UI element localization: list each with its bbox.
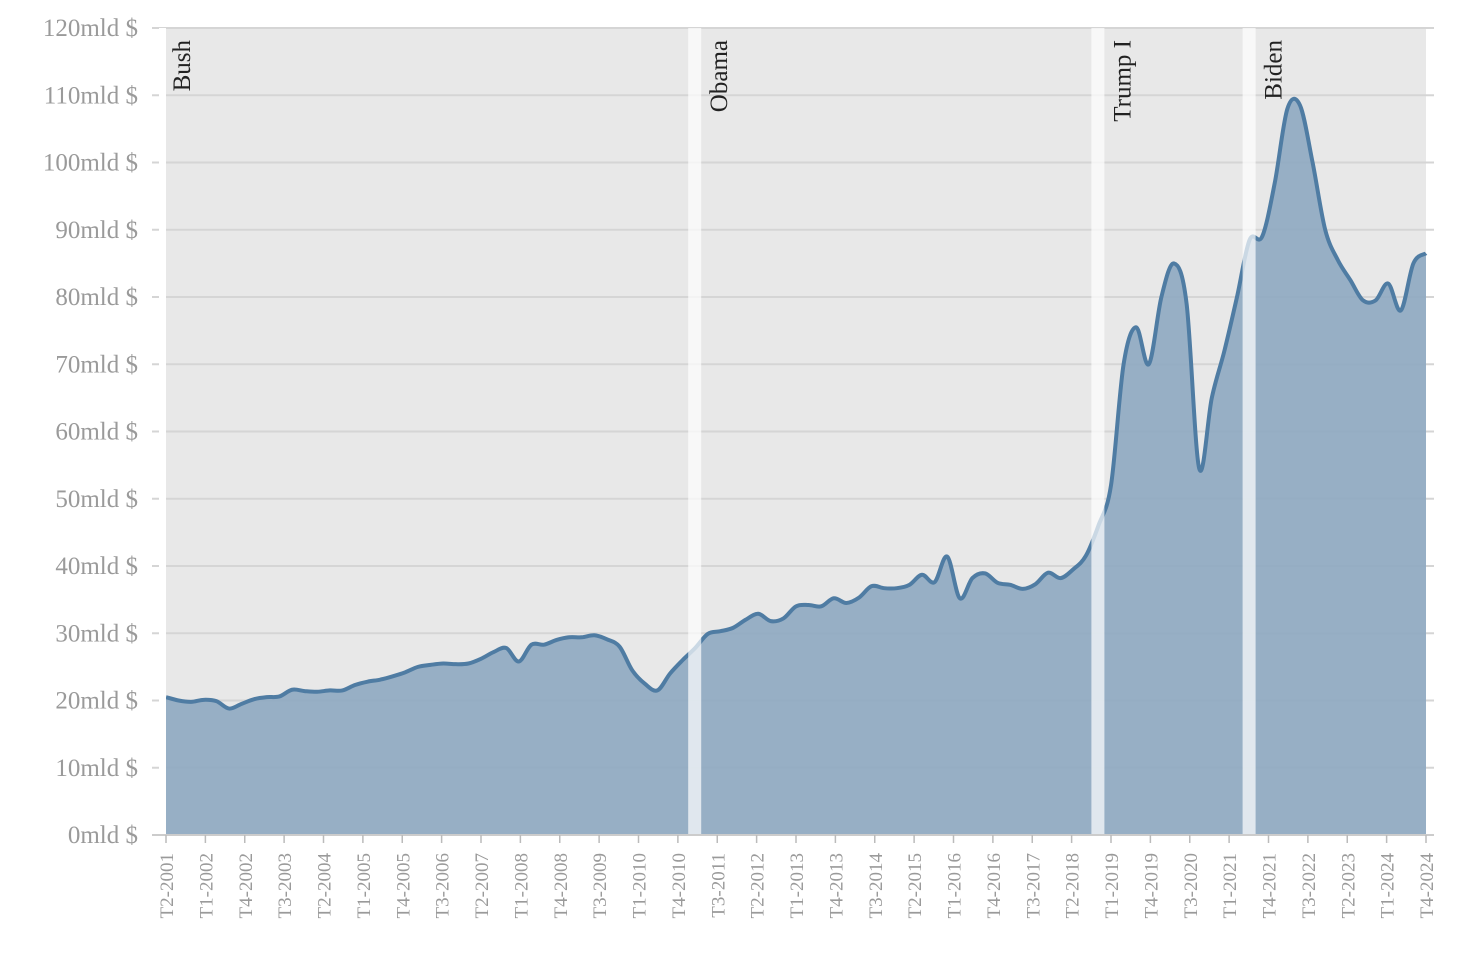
y-tick-label: 90mld $ xyxy=(55,217,138,244)
y-tick-label: 10mld $ xyxy=(55,755,138,782)
x-tick-label: T4-2021 xyxy=(1260,853,1281,918)
x-tick-label: T2-2001 xyxy=(157,853,178,918)
x-tick-label: T4-2008 xyxy=(551,853,572,918)
x-axis: T2-2001 T1-2002 T4-2002 T3-2003 T2-2004 T1-20… xyxy=(152,834,1438,919)
y-tick-label: 0mld $ xyxy=(68,822,138,849)
x-tick-label: T4-2013 xyxy=(826,853,847,918)
left-edge xyxy=(159,28,166,835)
x-tick-label: T4-2016 xyxy=(984,853,1005,918)
x-tick-label: T1-2008 xyxy=(511,853,532,918)
x-tick-label: T3-2011 xyxy=(708,853,729,918)
x-tick-label: T1-2010 xyxy=(630,853,651,918)
x-tick-label: T3-2020 xyxy=(1181,853,1202,918)
x-tick-label: T1-2021 xyxy=(1220,853,1241,918)
x-tick-label: T4-2010 xyxy=(669,853,690,918)
y-tick-label: 120mld $ xyxy=(43,15,138,42)
period-label: Bush xyxy=(169,40,196,92)
y-tick-label: 20mld $ xyxy=(55,688,138,715)
x-tick-label: T2-2015 xyxy=(905,853,926,918)
y-tick-label: 110mld $ xyxy=(44,82,138,109)
period-label: Trump I xyxy=(1109,40,1136,122)
y-tick-label: 40mld $ xyxy=(55,553,138,580)
y-tick-label: 50mld $ xyxy=(55,486,138,513)
x-tick-label: T4-2002 xyxy=(236,853,257,918)
period-separator xyxy=(1242,28,1256,835)
x-tick-label: T1-2024 xyxy=(1378,853,1399,919)
x-tick-label: T3-2014 xyxy=(866,853,887,919)
period-label: Obama xyxy=(706,40,733,112)
y-tick-label: 80mld $ xyxy=(55,284,138,311)
x-tick-label: T3-2003 xyxy=(275,853,296,918)
period-separators xyxy=(159,28,1256,835)
x-tick-label: T4-2024 xyxy=(1417,853,1438,919)
x-tick-label: T2-2018 xyxy=(1063,853,1084,918)
x-tick-label: T1-2019 xyxy=(1102,853,1123,918)
x-tick-label: T1-2005 xyxy=(354,853,375,918)
x-tick-label: T3-2022 xyxy=(1299,853,1320,918)
x-tick-label: T1-2016 xyxy=(945,853,966,918)
x-tick-label: T3-2006 xyxy=(433,853,454,918)
x-tick-label: T1-2013 xyxy=(787,853,808,918)
x-tick-label: T2-2023 xyxy=(1338,853,1359,918)
y-tick-label: 100mld $ xyxy=(43,150,138,177)
y-tick-label: 70mld $ xyxy=(55,351,138,378)
y-axis: 0mld $ 10mld $ 20mld $ 30mld $ 40mld $ 50mld … xyxy=(43,15,138,849)
period-labels: Bush Obama Trump I Biden xyxy=(169,40,1288,122)
period-separator xyxy=(688,28,702,835)
x-tick-label: T4-2019 xyxy=(1141,853,1162,918)
x-tick-label: T2-2012 xyxy=(748,853,769,918)
x-tick-label: T2-2007 xyxy=(472,853,493,918)
x-tick-label: T1-2002 xyxy=(196,853,217,918)
x-tick-label: T3-2009 xyxy=(590,853,611,918)
data-area xyxy=(165,96,1428,835)
y-tick-label: 60mld $ xyxy=(55,419,138,446)
x-tick-label: T4-2005 xyxy=(393,853,414,918)
x-tick-label: T2-2004 xyxy=(315,853,336,919)
area-fill xyxy=(166,98,1426,835)
period-separator xyxy=(1091,28,1105,835)
x-tick-label: T3-2017 xyxy=(1023,853,1044,918)
series-line xyxy=(165,96,1428,711)
y-tick-label: 30mld $ xyxy=(55,620,138,647)
period-label: Biden xyxy=(1261,40,1288,100)
